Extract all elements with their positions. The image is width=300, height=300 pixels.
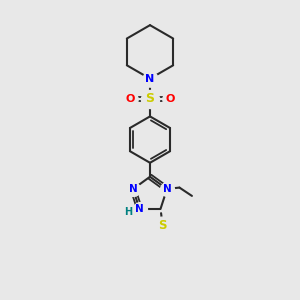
Text: N: N — [163, 184, 171, 194]
Text: N: N — [146, 74, 154, 84]
Text: N: N — [129, 184, 137, 194]
Text: N: N — [135, 204, 144, 214]
Text: O: O — [166, 94, 175, 104]
Text: O: O — [125, 94, 134, 104]
Text: S: S — [158, 219, 166, 232]
Text: S: S — [146, 92, 154, 105]
Text: H: H — [124, 207, 132, 217]
